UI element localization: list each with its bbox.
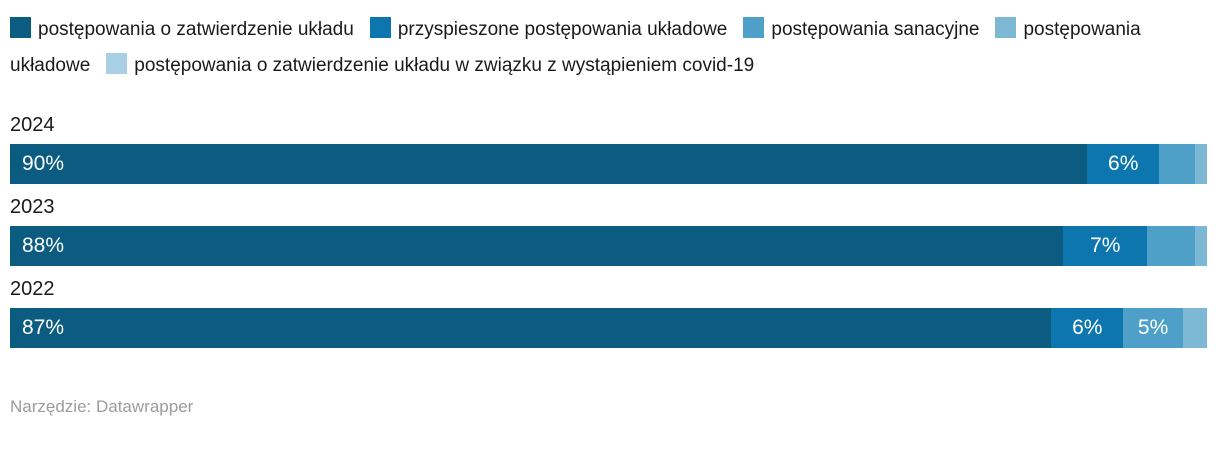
segment-value-label: 90%	[22, 152, 65, 175]
category-label: 2022	[10, 278, 55, 300]
bar-segment: 87%	[10, 308, 1052, 348]
legend-swatch	[995, 17, 1017, 38]
stacked-bar-chart: 2024 90% 6% 2023 88% 7% 2022 87% 6% 5%	[10, 112, 1207, 348]
legend: postępowania o zatwierdzenie układu przys…	[10, 12, 1207, 84]
bar-segment	[1147, 226, 1196, 266]
segment-value-label: 88%	[22, 234, 65, 257]
bar-segment: 88%	[10, 226, 1064, 266]
stacked-bar: 88% 7%	[10, 226, 1207, 266]
bar-segment	[1159, 144, 1196, 184]
legend-swatch	[369, 17, 391, 38]
stacked-bar: 87% 6% 5%	[10, 308, 1207, 348]
bar-segment: 6%	[1087, 144, 1160, 184]
chart-attribution: Narzędzie: Datawrapper	[10, 397, 194, 416]
legend-swatch	[10, 17, 31, 38]
legend-label: postępowania układowe	[10, 19, 1141, 76]
stacked-bar: 90% 6%	[10, 144, 1207, 184]
legend-label: postępowania o zatwierdzenie układu	[38, 19, 354, 40]
legend-label: postępowania sanacyjne	[771, 19, 980, 40]
segment-value-label: 6%	[1072, 316, 1103, 339]
legend-label: postępowania o zatwierdzenie układu w zw…	[134, 55, 755, 76]
legend-item: postępowania sanacyjne	[743, 17, 980, 40]
bar-row: 2024 90% 6%	[10, 112, 1207, 184]
category-label: 2024	[10, 114, 55, 136]
bar-segment	[1195, 226, 1207, 266]
legend-item: postępowania o zatwierdzenie układu w zw…	[106, 53, 755, 76]
bar-segment: 6%	[1051, 308, 1124, 348]
bar-segment	[1195, 144, 1207, 184]
legend-item: przyspieszone postępowania układowe	[369, 17, 728, 40]
legend-swatch	[743, 17, 765, 38]
legend-item: postępowania o zatwierdzenie układu	[10, 17, 354, 40]
bar-segment: 7%	[1063, 226, 1148, 266]
segment-value-label: 5%	[1137, 316, 1169, 339]
bar-row: 2023 88% 7%	[10, 194, 1207, 266]
bar-row: 2022 87% 6% 5%	[10, 276, 1207, 348]
bar-segment: 5%	[1123, 308, 1184, 348]
segment-value-label: 6%	[1108, 152, 1139, 175]
segment-value-label: 7%	[1090, 234, 1121, 257]
legend-label: przyspieszone postępowania układowe	[397, 19, 728, 40]
bar-segment: 90%	[10, 144, 1088, 184]
category-label: 2023	[10, 196, 55, 218]
legend-item: postępowania układowe	[10, 17, 1141, 76]
bar-segment	[1183, 308, 1207, 348]
legend-swatch	[106, 53, 128, 74]
segment-value-label: 87%	[22, 316, 65, 339]
